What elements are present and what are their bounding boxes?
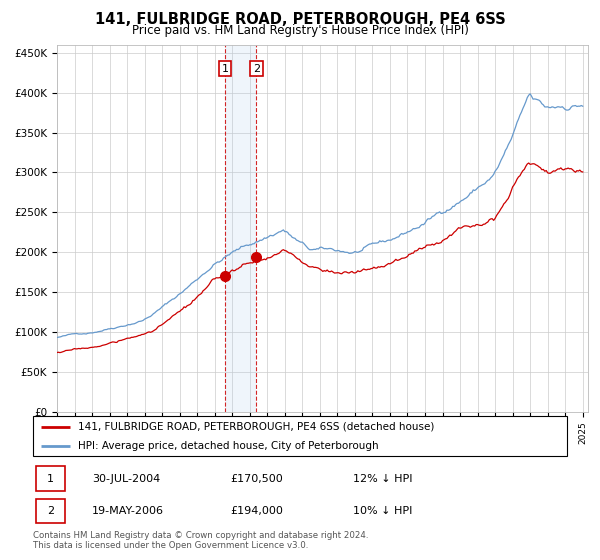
- Text: Price paid vs. HM Land Registry's House Price Index (HPI): Price paid vs. HM Land Registry's House …: [131, 24, 469, 36]
- Text: 141, FULBRIDGE ROAD, PETERBOROUGH, PE4 6SS: 141, FULBRIDGE ROAD, PETERBOROUGH, PE4 6…: [95, 12, 505, 27]
- Text: 2: 2: [47, 506, 54, 516]
- Text: 10% ↓ HPI: 10% ↓ HPI: [353, 506, 413, 516]
- Text: 2: 2: [253, 64, 260, 74]
- FancyBboxPatch shape: [33, 416, 567, 456]
- Text: 30-JUL-2004: 30-JUL-2004: [92, 474, 160, 483]
- Text: 141, FULBRIDGE ROAD, PETERBOROUGH, PE4 6SS (detached house): 141, FULBRIDGE ROAD, PETERBOROUGH, PE4 6…: [79, 422, 435, 432]
- Text: £170,500: £170,500: [230, 474, 283, 483]
- Bar: [225, 45, 256, 412]
- Text: 12% ↓ HPI: 12% ↓ HPI: [353, 474, 413, 483]
- Text: 19-MAY-2006: 19-MAY-2006: [92, 506, 164, 516]
- Text: 1: 1: [47, 474, 54, 483]
- Text: HPI: Average price, detached house, City of Peterborough: HPI: Average price, detached house, City…: [79, 441, 379, 451]
- Text: 1: 1: [221, 64, 229, 74]
- Text: £194,000: £194,000: [230, 506, 283, 516]
- FancyBboxPatch shape: [35, 466, 65, 491]
- Text: Contains HM Land Registry data © Crown copyright and database right 2024.
This d: Contains HM Land Registry data © Crown c…: [33, 531, 368, 550]
- FancyBboxPatch shape: [35, 499, 65, 523]
